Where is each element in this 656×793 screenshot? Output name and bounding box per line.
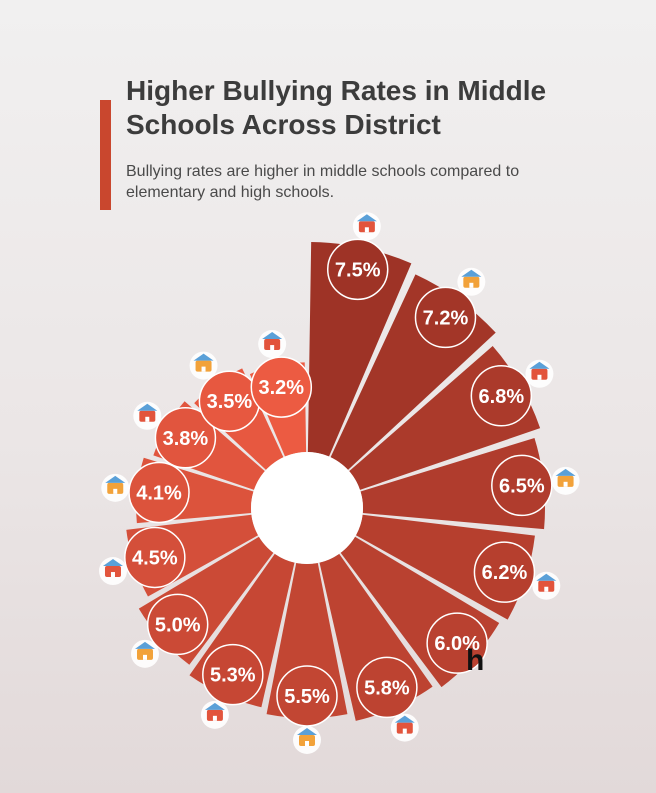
school-house-icon bbox=[130, 639, 159, 668]
value-label-4: 6.2% bbox=[482, 562, 528, 584]
value-bubble-10 bbox=[124, 526, 186, 589]
chart-title: Higher Bullying Rates in Middle Schools … bbox=[126, 75, 547, 140]
school-globe-icon bbox=[532, 571, 561, 600]
city-school-icon bbox=[258, 330, 287, 359]
value-bubble-6 bbox=[356, 656, 418, 719]
value-label-13: 3.5% bbox=[207, 391, 253, 413]
brand-logo: h bbox=[466, 644, 485, 677]
student-backpack-icon bbox=[551, 466, 580, 495]
icons-group bbox=[98, 212, 580, 754]
bar-3 bbox=[360, 438, 545, 530]
bar-0 bbox=[307, 242, 412, 457]
value-bubble-2 bbox=[470, 365, 533, 427]
value-label-11: 4.1% bbox=[136, 482, 182, 504]
value-bubble-4 bbox=[473, 541, 536, 603]
school-bus-icon bbox=[352, 212, 381, 241]
school-faded-icon bbox=[189, 351, 218, 380]
value-bubble-11 bbox=[128, 461, 190, 524]
value-label-3: 6.5% bbox=[499, 475, 545, 497]
value-label-9: 5.0% bbox=[155, 614, 201, 636]
student-reading-icon bbox=[457, 267, 486, 296]
school-building-icon bbox=[293, 726, 321, 754]
value-label-0: 7.5% bbox=[335, 259, 381, 281]
school-green-icon bbox=[133, 401, 162, 430]
school-campus-icon bbox=[525, 359, 554, 388]
school-red-icon bbox=[98, 557, 127, 586]
value-bubble-9 bbox=[146, 593, 209, 656]
value-label-14: 3.2% bbox=[259, 377, 305, 399]
value-bubble-5 bbox=[426, 612, 488, 674]
value-bubble-14 bbox=[250, 356, 313, 418]
graduate-icon bbox=[390, 713, 419, 742]
value-label-1: 7.2% bbox=[423, 307, 469, 329]
value-bubble-1 bbox=[414, 286, 477, 349]
value-label-10: 4.5% bbox=[132, 547, 178, 569]
award-ribbon-icon bbox=[200, 700, 229, 729]
value-bubbles-group: 7.5% 7.2% 6.8% 6.5% 6.2% 6.0% 5.8% 5.5% 5.3% 5.0%… bbox=[124, 238, 553, 727]
value-label-5: 6.0% bbox=[434, 633, 480, 655]
value-label-12: 3.8% bbox=[163, 428, 209, 450]
value-bubble-12 bbox=[154, 407, 217, 469]
school-yellow-icon bbox=[101, 473, 130, 502]
title-accent-bar bbox=[100, 100, 111, 210]
chart-subtitle: Bullying rates are higher in middle scho… bbox=[126, 163, 520, 201]
center-circle bbox=[251, 452, 363, 564]
value-label-7: 5.5% bbox=[284, 686, 330, 708]
value-label-2: 6.8% bbox=[479, 386, 525, 408]
value-bubble-8 bbox=[202, 643, 264, 706]
value-bubble-0 bbox=[326, 238, 389, 301]
value-label-6: 5.8% bbox=[364, 677, 410, 699]
value-label-8: 5.3% bbox=[210, 665, 256, 687]
value-bubble-3 bbox=[491, 454, 553, 517]
